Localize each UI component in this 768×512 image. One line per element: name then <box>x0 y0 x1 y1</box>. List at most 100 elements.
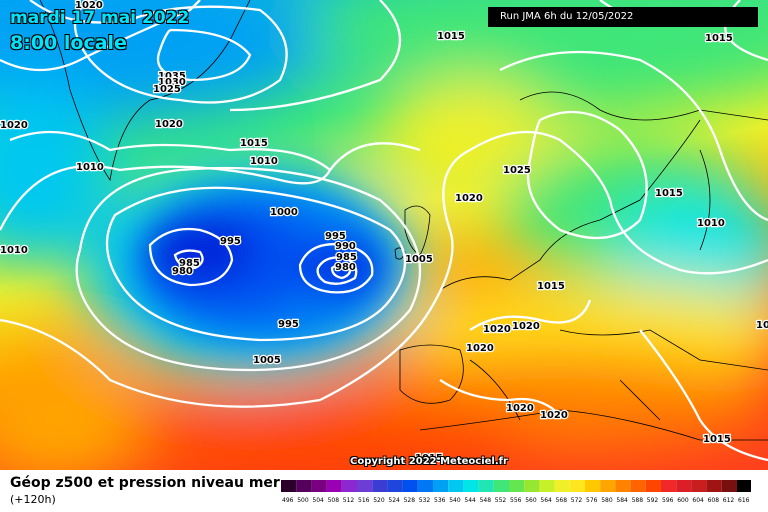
legend-value: 576 <box>586 497 598 504</box>
legend-swatch <box>372 480 388 492</box>
forecast-time: 8:00 locale <box>10 32 127 54</box>
isobar-label: 1020 <box>512 321 540 332</box>
isobar-label: 1020 <box>455 193 483 204</box>
isobar-label: 1015 <box>537 281 565 292</box>
legend-value: 560 <box>525 497 537 504</box>
isobar-label: 995 <box>325 231 346 242</box>
legend-swatch <box>661 480 677 492</box>
model-run-label: Run JMA 6h du 12/05/2022 <box>488 7 758 27</box>
isobar-label: 1025 <box>153 84 181 95</box>
legend-value: 512 <box>343 497 355 504</box>
copyright: Copyright 2022 Meteociel.fr <box>350 456 508 467</box>
isobar-label: 1015 <box>655 188 683 199</box>
isobar-label: 1025 <box>503 165 531 176</box>
isobar-label: 1020 <box>155 119 183 130</box>
legend-swatch <box>645 480 661 492</box>
legend-value: 592 <box>647 497 659 504</box>
legend-value: 580 <box>601 497 613 504</box>
legend-value: 528 <box>404 497 416 504</box>
isobar-label: 980 <box>172 266 193 277</box>
legend-swatch <box>326 480 342 492</box>
legend-swatch <box>311 480 327 492</box>
isobar-label: 1020 <box>506 403 534 414</box>
isobar-label: 995 <box>220 236 241 247</box>
legend-swatch <box>341 480 357 492</box>
isobar-label: 1020 <box>483 324 511 335</box>
isobar-label: 1005 <box>253 355 281 366</box>
forecast-hour: (+120h) <box>10 493 56 506</box>
legend-value: 568 <box>556 497 568 504</box>
isobar-label: 1010 <box>250 156 278 167</box>
legend-swatch <box>539 480 555 492</box>
legend-swatch <box>691 480 707 492</box>
product-title: Géop z500 et pression niveau mer <box>10 475 280 491</box>
isobar-label: 980 <box>335 262 356 273</box>
legend-value: 604 <box>692 497 704 504</box>
weather-map: 1020 1015 1015 1035 1030 1025 1020 1020 … <box>0 0 768 470</box>
legend-value: 532 <box>419 497 431 504</box>
legend-swatch <box>493 480 509 492</box>
legend-value: 500 <box>297 497 309 504</box>
legend-swatch <box>630 480 646 492</box>
legend-swatch <box>554 480 570 492</box>
isobar-label: 1010 <box>76 162 104 173</box>
isobar-label: 1015 <box>703 434 731 445</box>
legend-value: 584 <box>616 497 628 504</box>
isobar-label: 1010 <box>0 245 28 256</box>
legend-swatch <box>433 480 449 492</box>
legend-swatch <box>387 480 403 492</box>
legend-swatch <box>281 480 297 492</box>
isobar-label: 1015 <box>240 138 268 149</box>
legend-value: 536 <box>434 497 446 504</box>
legend-value: 596 <box>662 497 674 504</box>
legend-swatch <box>478 480 494 492</box>
isobar-labels: 1020 1015 1015 1035 1030 1025 1020 1020 … <box>0 0 768 465</box>
legend-swatch <box>585 480 601 492</box>
legend-swatch <box>569 480 585 492</box>
isobar-label: 995 <box>278 319 299 330</box>
low-pressure-core <box>135 185 395 345</box>
color-scale-legend: 496 500 504 508 512 516 520 524 528 532 536 540 544 5… <box>281 480 751 504</box>
legend-value: 548 <box>480 497 492 504</box>
isobar-label: 985 <box>179 258 200 269</box>
legend-swatch <box>463 480 479 492</box>
legend-value: 544 <box>464 497 476 504</box>
isobar-label: 1015 <box>437 31 465 42</box>
legend-swatch <box>615 480 631 492</box>
legend-value: 572 <box>571 497 583 504</box>
isobar-label: 1015 <box>415 453 443 464</box>
legend-swatch <box>524 480 540 492</box>
isobar-label: 1020 <box>75 0 103 11</box>
isobar-label: 1035 <box>158 71 186 82</box>
legend-swatch <box>448 480 464 492</box>
isobar-label: 1020 <box>756 320 768 331</box>
legend-swatch <box>296 480 312 492</box>
legend-value: 564 <box>540 497 552 504</box>
footer: Géop z500 et pression niveau mer (+120h)… <box>0 470 768 512</box>
legend-swatch <box>402 480 418 492</box>
legend-swatch <box>676 480 692 492</box>
isobar-label: 990 <box>335 241 356 252</box>
legend-swatch <box>737 480 751 492</box>
legend-swatch <box>417 480 433 492</box>
legend-value: 516 <box>358 497 370 504</box>
legend-value: 608 <box>708 497 720 504</box>
isobar-label: 1020 <box>540 410 568 421</box>
legend-value: 524 <box>388 497 400 504</box>
legend-value: 556 <box>510 497 522 504</box>
legend-value: 540 <box>449 497 461 504</box>
legend-value: 588 <box>632 497 644 504</box>
isobar-label: 1020 <box>0 120 28 131</box>
legend-swatch <box>600 480 616 492</box>
isobar-label: 1000 <box>270 207 298 218</box>
legend-value: 520 <box>373 497 385 504</box>
legend-value: 600 <box>677 497 689 504</box>
legend-swatch <box>721 480 737 492</box>
isobar-label: 1020 <box>466 343 494 354</box>
legend-value: 504 <box>312 497 324 504</box>
isobar-label: 985 <box>336 252 357 263</box>
legend-value: 552 <box>495 497 507 504</box>
isobar-label: 1030 <box>158 77 186 88</box>
legend-swatch <box>509 480 525 492</box>
